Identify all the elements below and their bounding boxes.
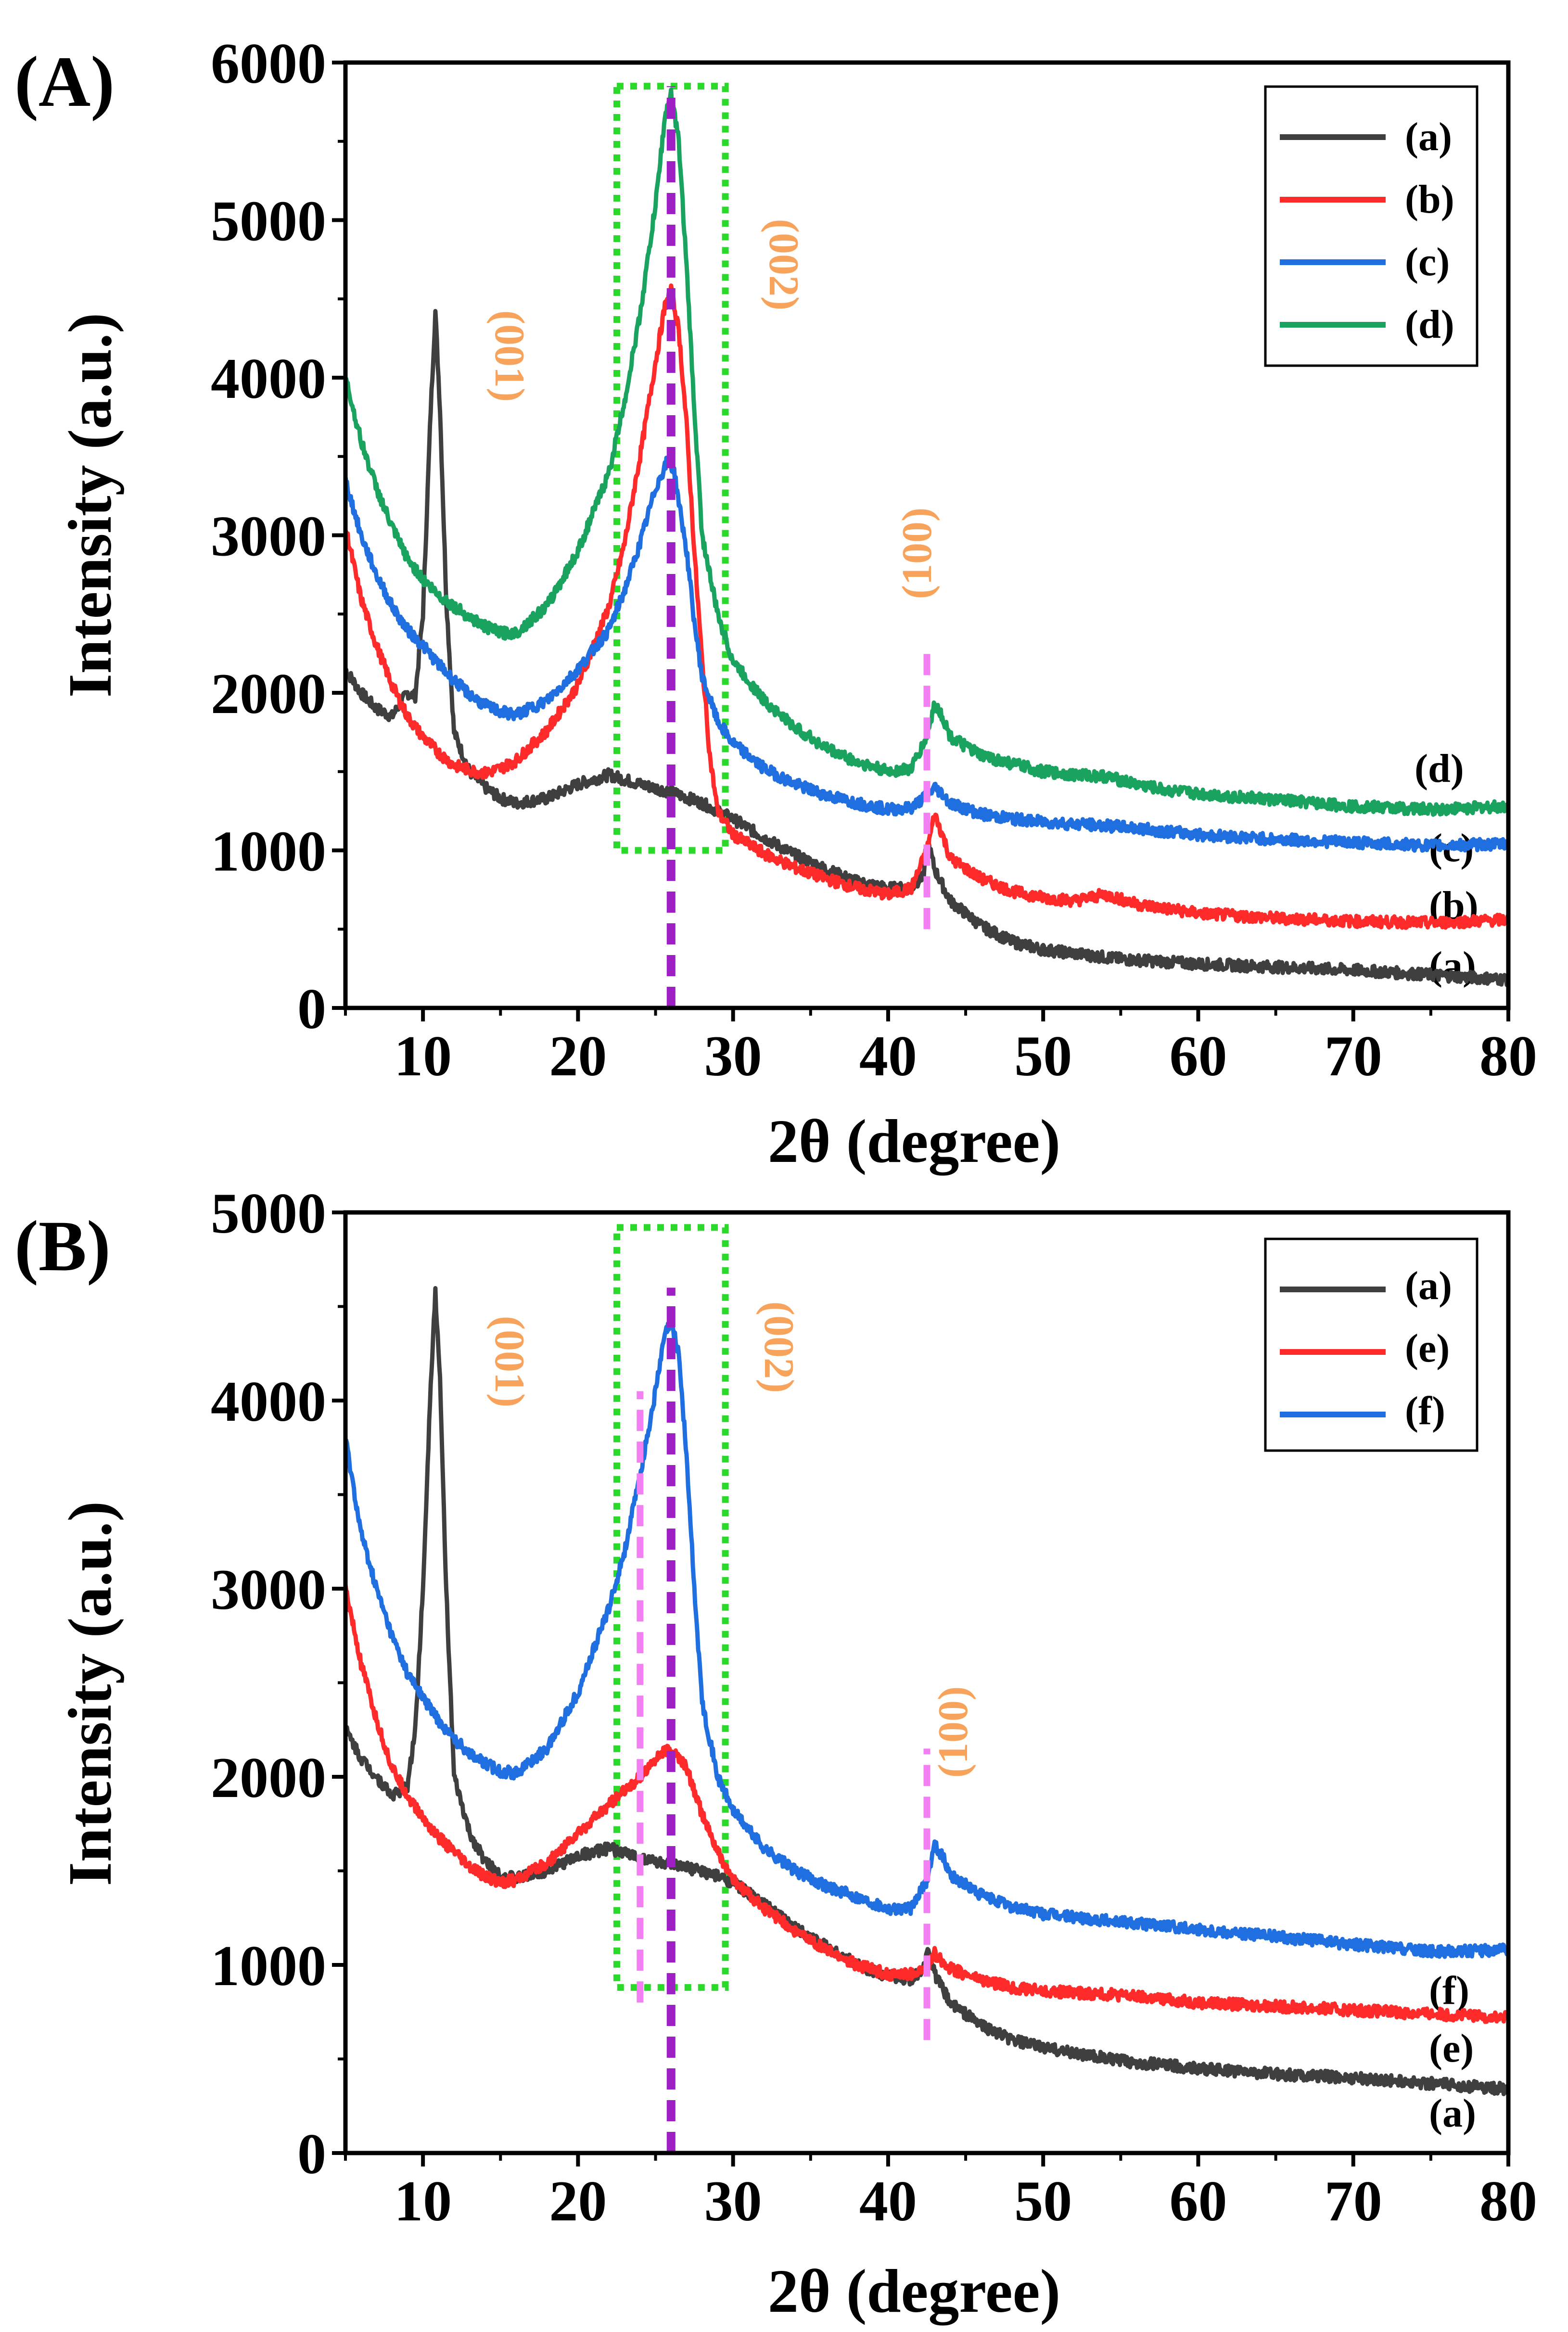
panel-label: (A) bbox=[14, 42, 115, 122]
y-tick-label: 4000 bbox=[211, 1369, 326, 1433]
end-label-d: (d) bbox=[1415, 746, 1464, 791]
x-tick-label: 40 bbox=[859, 1024, 917, 1088]
panel-A: (A) Intensity (a.u.) 2θ (degree) (001) (… bbox=[14, 31, 1537, 1175]
legend-box bbox=[1264, 85, 1479, 367]
y-tick-label: 2000 bbox=[211, 1746, 326, 1810]
panel-B: (B) Intensity (a.u.) 2θ (degree) (001) (… bbox=[14, 1181, 1537, 2325]
end-label-a: (a) bbox=[1429, 2091, 1476, 2136]
x-axis-label: 2θ (degree) bbox=[768, 1107, 1060, 1175]
x-tick-label: 10 bbox=[394, 1024, 452, 1088]
annotation-002: (002) bbox=[755, 1301, 802, 1393]
x-tick-label: 70 bbox=[1325, 1024, 1382, 1088]
annotation-002: (002) bbox=[760, 219, 807, 311]
legend-label-a: (a) bbox=[1405, 1263, 1452, 1308]
x-tick-label: 30 bbox=[704, 2169, 762, 2233]
y-tick-label: 5000 bbox=[211, 189, 326, 253]
x-tick-label: 40 bbox=[859, 2169, 917, 2233]
end-label-f: (f) bbox=[1429, 1968, 1469, 2013]
y-tick-label: 3000 bbox=[211, 504, 326, 568]
end-label-a: (a) bbox=[1429, 943, 1476, 988]
x-tick-label: 80 bbox=[1479, 2169, 1537, 2233]
y-tick-label: 5000 bbox=[211, 1181, 326, 1245]
y-axis-label: Intensity (a.u.) bbox=[56, 313, 124, 698]
y-tick-label: 6000 bbox=[211, 31, 326, 95]
x-tick-label: 20 bbox=[549, 2169, 607, 2233]
annotation-001: (001) bbox=[486, 310, 533, 402]
legend-label-d: (d) bbox=[1405, 302, 1454, 347]
x-tick-label: 50 bbox=[1014, 1024, 1072, 1088]
y-tick-label: 2000 bbox=[211, 662, 326, 726]
annotation-100: (100) bbox=[894, 508, 941, 599]
x-tick-label: 10 bbox=[394, 2169, 452, 2233]
x-axis-label: 2θ (degree) bbox=[768, 2257, 1060, 2325]
series-line-a bbox=[343, 1286, 1510, 2096]
x-tick-label: 60 bbox=[1169, 1024, 1227, 1088]
x-tick-label: 70 bbox=[1325, 2169, 1382, 2233]
y-tick-label: 0 bbox=[297, 2122, 326, 2186]
x-tick-label: 30 bbox=[704, 1024, 762, 1088]
legend-label-c: (c) bbox=[1405, 240, 1450, 284]
x-tick-label: 80 bbox=[1479, 1024, 1537, 1088]
legend-label-a: (a) bbox=[1405, 115, 1452, 159]
annotation-100: (100) bbox=[930, 1686, 977, 1778]
legend-label-f: (f) bbox=[1405, 1389, 1445, 1433]
y-tick-label: 1000 bbox=[211, 819, 326, 883]
legend-label-b: (b) bbox=[1405, 177, 1454, 222]
highlight-box bbox=[613, 1224, 729, 1991]
legend-label-e: (e) bbox=[1405, 1326, 1450, 1371]
end-label-e: (e) bbox=[1429, 2026, 1474, 2071]
x-tick-label: 60 bbox=[1169, 2169, 1227, 2233]
annotation-001: (001) bbox=[486, 1316, 533, 1408]
y-tick-label: 4000 bbox=[211, 346, 326, 410]
x-tick-label: 20 bbox=[549, 1024, 607, 1088]
x-tick-label: 50 bbox=[1014, 2169, 1072, 2233]
panel-label: (B) bbox=[14, 1206, 111, 1286]
y-tick-label: 3000 bbox=[211, 1557, 326, 1621]
y-tick-label: 0 bbox=[297, 977, 326, 1041]
y-tick-label: 1000 bbox=[211, 1934, 326, 1998]
y-axis-label: Intensity (a.u.) bbox=[56, 1501, 124, 1886]
